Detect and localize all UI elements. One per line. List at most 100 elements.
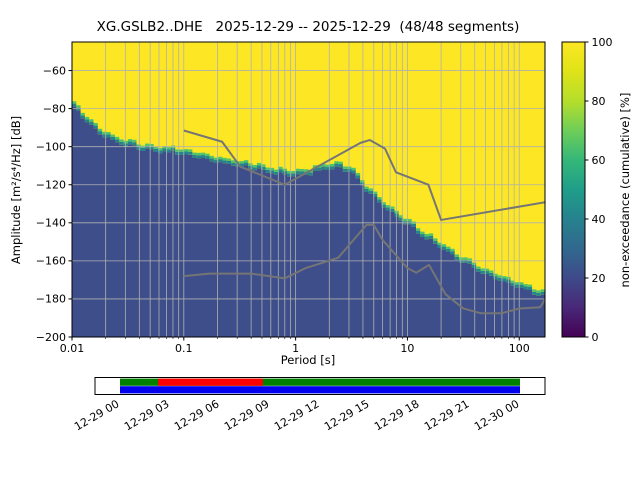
transition-band-green: [265, 167, 270, 170]
transition-band-teal: [514, 284, 520, 288]
transition-band-green: [377, 197, 382, 200]
transition-band-green: [76, 105, 81, 108]
date-tick-label: 12-29 00: [72, 397, 121, 433]
date-tick-label: 12-30 00: [472, 397, 521, 433]
transition-band-teal: [519, 284, 524, 288]
colorbar-tick-label: 0: [592, 331, 599, 344]
transition-band-green: [153, 146, 158, 149]
transition-band-teal: [385, 207, 391, 211]
transition-band-green: [373, 191, 378, 194]
transition-band-green: [398, 215, 404, 218]
transition-band-teal: [377, 199, 382, 203]
transition-band-green: [196, 152, 201, 156]
transition-band-teal: [244, 162, 249, 166]
colorbar-tick-label: 80: [592, 95, 606, 108]
transition-band-teal: [226, 160, 232, 164]
low-nonexceedance-region: [72, 106, 545, 337]
transition-band-teal: [308, 172, 313, 176]
transition-band-green: [136, 144, 141, 147]
transition-band-teal: [381, 204, 386, 208]
transition-band-green: [166, 147, 171, 150]
transition-band-teal: [502, 278, 507, 282]
transition-band-green: [368, 188, 373, 191]
transition-band-teal: [158, 150, 163, 154]
transition-band-green: [145, 143, 150, 146]
transition-band-green: [497, 275, 502, 278]
transition-band-teal: [454, 256, 459, 260]
transition-band-green: [493, 273, 498, 277]
y-tick-label: −140: [36, 217, 66, 230]
transition-band-teal: [390, 208, 395, 212]
date-tick-label: 12-29 09: [222, 397, 271, 433]
transition-band-green: [519, 282, 524, 285]
transition-band-green: [231, 160, 236, 163]
y-tick-label: −120: [36, 179, 66, 192]
transition-band-teal: [420, 234, 425, 238]
transition-band-teal: [489, 272, 494, 276]
transition-band-teal: [209, 158, 214, 162]
transition-band-green: [321, 164, 326, 167]
transition-band-teal: [295, 171, 300, 175]
transition-band-green: [334, 161, 339, 164]
transition-band-teal: [188, 151, 193, 155]
transition-band-green: [278, 166, 283, 170]
transition-band-teal: [132, 142, 137, 146]
transition-band-green: [480, 268, 485, 271]
y-tick-label: −80: [43, 102, 66, 115]
transition-band-teal: [93, 125, 98, 129]
transition-band-green: [489, 270, 494, 273]
transition-band-teal: [364, 188, 369, 192]
transition-band-teal: [355, 175, 361, 179]
chart-title: XG.GSLB2..DHE 2025-12-29 -- 2025-12-29 (…: [97, 19, 520, 35]
transition-band-green: [390, 206, 395, 209]
transition-band-green: [428, 233, 434, 236]
transition-band-teal: [153, 149, 158, 152]
transition-band-teal: [351, 170, 356, 174]
x-tick-label: 0.1: [175, 342, 193, 355]
transition-band-green: [502, 276, 507, 279]
transition-band-green: [269, 167, 275, 171]
transition-band-teal: [536, 292, 541, 296]
transition-band-green: [218, 156, 223, 160]
transition-band-green: [209, 155, 214, 159]
transition-band-green: [355, 172, 361, 176]
transition-band-teal: [433, 240, 438, 244]
transition-band-green: [115, 136, 120, 140]
transition-band-green: [454, 254, 459, 257]
transition-band-teal: [398, 217, 404, 221]
transition-band-green: [463, 257, 468, 260]
transition-band-teal: [441, 246, 447, 250]
transition-band-teal: [484, 271, 490, 275]
transition-band-teal: [416, 230, 421, 234]
transition-band-teal: [162, 148, 167, 152]
transition-band-green: [244, 160, 249, 163]
transition-band-green: [540, 289, 545, 292]
transition-band-green: [84, 116, 90, 120]
transition-band-teal: [428, 235, 434, 239]
transition-band-teal: [205, 156, 210, 160]
colorbar-label: non-exceedance (cumulative) [%]: [618, 93, 632, 288]
transition-band-green: [201, 152, 206, 156]
transition-band-teal: [201, 155, 206, 159]
transition-band-teal: [145, 145, 150, 149]
transition-band-green: [299, 169, 305, 172]
transition-band-teal: [196, 155, 201, 159]
transition-band-green: [80, 112, 85, 116]
transition-band-green: [342, 166, 348, 169]
transition-band-teal: [321, 166, 326, 170]
transition-band-green: [364, 186, 369, 189]
transition-band-teal: [261, 166, 266, 170]
transition-band-green: [446, 246, 451, 250]
transition-band-green: [127, 139, 133, 142]
colorbar: 0 20 40 60 80 100: [561, 36, 613, 344]
x-tick-label: 100: [509, 342, 530, 355]
transition-band-green: [205, 153, 210, 157]
transition-band-teal: [467, 260, 472, 264]
transition-band-teal: [110, 136, 115, 140]
transition-band-teal: [248, 165, 253, 169]
transition-band-green: [110, 134, 115, 137]
transition-band-green: [295, 168, 300, 172]
transition-band-green: [441, 244, 447, 247]
transition-band-teal: [140, 148, 146, 152]
